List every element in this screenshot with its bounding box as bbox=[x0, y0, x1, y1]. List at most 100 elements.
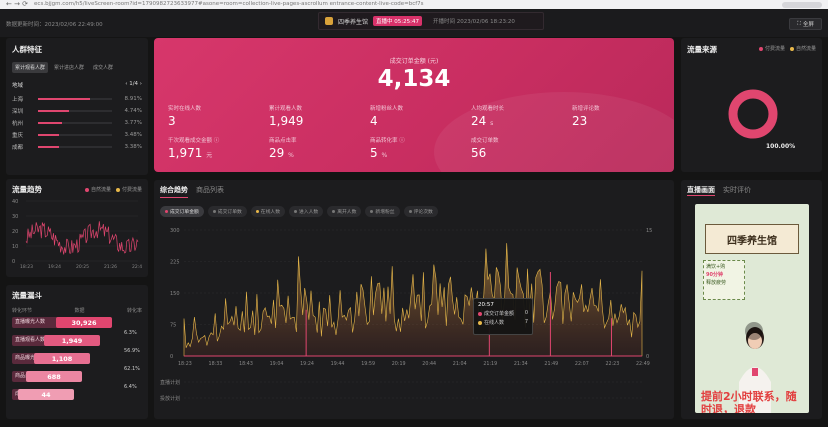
trend-x-tick: 20:25 bbox=[76, 264, 89, 270]
source-donut bbox=[728, 89, 778, 139]
browser-extensions[interactable] bbox=[782, 1, 822, 8]
chip-dot-icon bbox=[255, 210, 259, 213]
region-pct: 3.48% bbox=[124, 132, 142, 138]
kpi-cell: 新增评论数 23 bbox=[572, 104, 600, 128]
natural-dot-icon bbox=[84, 187, 89, 192]
main-y-tick: 0 bbox=[170, 354, 173, 360]
tab-product-list[interactable]: 商品列表 bbox=[196, 186, 224, 194]
region-pager[interactable]: ‹ 1/4 › bbox=[125, 81, 142, 87]
fullscreen-button[interactable]: ⛶ 全屏 bbox=[789, 18, 822, 30]
kpi-cell: 新增粉丝人数 4 bbox=[370, 104, 403, 128]
region-bar bbox=[38, 134, 112, 136]
trend-chart: 40 30 20 10 0 18:23 19:24 20:25 21:26 22:49 bbox=[12, 199, 142, 270]
legend-natural: 自然流量 bbox=[84, 186, 111, 193]
live-view-panel: 直播画面 实时评价 四季养生馆 满饮+购 90分钟 释放疲劳 提前2小时联系，随… bbox=[681, 180, 822, 419]
live-video[interactable]: 四季养生馆 满饮+购 90分钟 释放疲劳 提前2小时联系，随时退，退款 bbox=[695, 204, 809, 413]
region-pct: 3.38% bbox=[124, 144, 142, 150]
kpi-value: 23 bbox=[572, 114, 588, 128]
kpi-value: 1,949 bbox=[269, 114, 304, 128]
main-y2-tick: 15 bbox=[646, 228, 652, 234]
kpi-value: 5 bbox=[370, 146, 378, 160]
funnel-value: 1,949 bbox=[44, 335, 100, 346]
region-label: 地域 bbox=[12, 83, 24, 89]
main-x-tick: 21:04 bbox=[453, 361, 467, 367]
kpi-value: 1,971 bbox=[168, 146, 203, 160]
main-x-tick: 20:44 bbox=[422, 361, 436, 367]
funnel-row: 商品曝光人数 1,108 bbox=[12, 353, 108, 364]
main-x-tick: 19:04 bbox=[270, 361, 284, 367]
trend-y-tick: 10 bbox=[12, 244, 18, 250]
chip-dot-icon bbox=[408, 210, 412, 213]
region-header: 地域 ‹ 1/4 › bbox=[12, 81, 142, 89]
funnel-value: 44 bbox=[18, 389, 74, 400]
metric-chip[interactable]: 离开人数 bbox=[327, 206, 362, 217]
start-time: 开播时间 2023/02/06 18:23:20 bbox=[432, 19, 515, 25]
gmv-label: 成交订单金额 (元) bbox=[389, 58, 439, 65]
funnel-head-rate: 转化率 bbox=[126, 308, 142, 314]
tab-deal-crowd[interactable]: 成交人群 bbox=[93, 65, 114, 71]
region-list: 上海 8.91% 深圳 4.74% 杭州 3.77% 重庆 3.48% 成都 3.38% bbox=[12, 93, 142, 153]
online-dot-icon bbox=[478, 320, 482, 325]
funnel-row: 直播曝光人数 30,926 bbox=[12, 317, 112, 328]
funnel-rate: 6.3% bbox=[124, 330, 137, 336]
tooltip-row-online: 在线人数 7 bbox=[478, 319, 528, 326]
main-y2-tick: 0 bbox=[646, 354, 649, 360]
main-x-tick: 22:23 bbox=[605, 361, 619, 367]
legend-paid-source: 付费流量 bbox=[758, 45, 785, 52]
fullscreen-label: 全屏 bbox=[802, 22, 814, 28]
region-bar bbox=[38, 110, 112, 112]
metric-chip[interactable]: 进入人数 bbox=[289, 206, 324, 217]
browser-nav-buttons[interactable]: ← → ⟳ bbox=[6, 0, 29, 8]
kpi-card: 成交订单金额 (元) 4,134 实时在线人数 3 累计观看人数 1,949 新增粉… bbox=[154, 38, 674, 172]
tab-live-view[interactable]: 直播画面 bbox=[687, 186, 715, 196]
plan-row-label: 投放计划 bbox=[160, 395, 180, 402]
top-bar: 数据更新时间：2023/02/06 22:49:00 四季养生馆 直播中 05:… bbox=[0, 9, 828, 37]
funnel-head-stage: 转化环节 bbox=[12, 308, 33, 314]
main-x-tick: 20:19 bbox=[392, 361, 406, 367]
metric-chip[interactable]: 在线人数 bbox=[250, 206, 285, 217]
region-bar-fill bbox=[38, 134, 60, 136]
kpi-label: 新增粉丝人数 bbox=[370, 106, 404, 112]
region-pct: 3.77% bbox=[124, 120, 142, 126]
main-y-tick: 75 bbox=[170, 323, 176, 329]
room-name: 四季养生馆 bbox=[338, 18, 369, 26]
metric-chip[interactable]: 新增粉丝 bbox=[365, 206, 400, 217]
shop-sign: 四季养生馆 bbox=[705, 224, 799, 254]
play-icon[interactable] bbox=[745, 322, 763, 340]
trend-title: 流量趋势 bbox=[12, 185, 42, 194]
kpi-value: 3 bbox=[168, 114, 176, 128]
tab-watch-crowd[interactable]: 累计观看人群 bbox=[12, 62, 49, 73]
region-name: 成都 bbox=[12, 145, 24, 151]
metric-chip[interactable]: 评论次数 bbox=[403, 206, 438, 217]
chart-tooltip: 20:57 成交订单金额 0 在线人数 7 bbox=[473, 298, 533, 335]
funnel-value: 688 bbox=[26, 371, 82, 382]
funnel-value: 1,108 bbox=[34, 353, 90, 364]
paid-source-dot-icon bbox=[758, 46, 763, 51]
trend-x-tick: 19:24 bbox=[48, 264, 61, 270]
region-row: 杭州 3.77% bbox=[12, 117, 142, 129]
kpi-label: 千次观看成交金额 ⓘ bbox=[168, 138, 220, 144]
main-y-tick: 150 bbox=[170, 291, 180, 297]
tooltip-time: 20:57 bbox=[478, 302, 494, 308]
plan-row-label: 直播计划 bbox=[160, 379, 180, 386]
source-title: 流量来源 bbox=[687, 45, 717, 54]
crowd-features-panel: 人群特征 累计观看人群 累计进店人群 成交人群 地域 ‹ 1/4 › 上海 8.9… bbox=[6, 38, 148, 175]
decorative-wave bbox=[434, 92, 674, 172]
address-bar[interactable]: ecs.bjjgm.com/h5/liveScreen-room?id=1790… bbox=[34, 1, 424, 7]
metric-chip[interactable]: 成交订单数 bbox=[207, 206, 247, 217]
funnel-head-data: 数据 bbox=[74, 308, 85, 314]
funnel-rate: 6.4% bbox=[124, 384, 137, 390]
crowd-title: 人群特征 bbox=[12, 45, 42, 54]
tab-overall-trend[interactable]: 综合趋势 bbox=[160, 185, 188, 198]
metric-chip[interactable]: 成交订单金额 bbox=[160, 206, 204, 217]
update-time: 数据更新时间：2023/02/06 22:49:00 bbox=[6, 22, 103, 28]
kpi-value-wrap: 1,949 bbox=[269, 114, 303, 128]
kpi-cell: 累计观看人数 1,949 bbox=[269, 104, 303, 128]
source-legend: 付费流量 自然流量 bbox=[758, 45, 816, 52]
donut-value: 100.00% bbox=[766, 143, 796, 150]
funnel-row: 商品点击人数688 bbox=[12, 371, 108, 382]
chip-dot-icon bbox=[370, 210, 374, 213]
tab-live-comments[interactable]: 实时评价 bbox=[723, 186, 751, 194]
tab-enter-crowd[interactable]: 累计进店人群 bbox=[54, 65, 85, 71]
kpi-unit: 元 bbox=[206, 152, 213, 159]
